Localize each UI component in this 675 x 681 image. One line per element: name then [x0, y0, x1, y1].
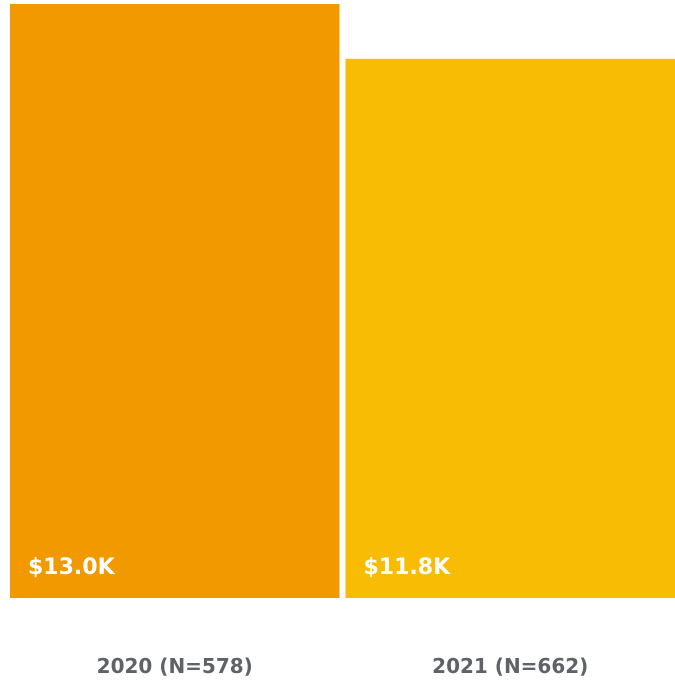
bar-value-label-1: $11.8K: [364, 555, 452, 580]
bar-1: [345, 58, 675, 599]
bar-value-label-0: $13.0K: [28, 555, 116, 580]
category-label-0: 2020 (N=578): [97, 654, 253, 678]
value-labels-group: $13.0K $11.8K: [28, 555, 451, 580]
category-label-1: 2021 (N=662): [432, 654, 588, 678]
bars-group: [10, 4, 675, 599]
category-labels-group: 2020 (N=578) 2021 (N=662): [97, 654, 589, 678]
bar-0: [10, 4, 340, 598]
